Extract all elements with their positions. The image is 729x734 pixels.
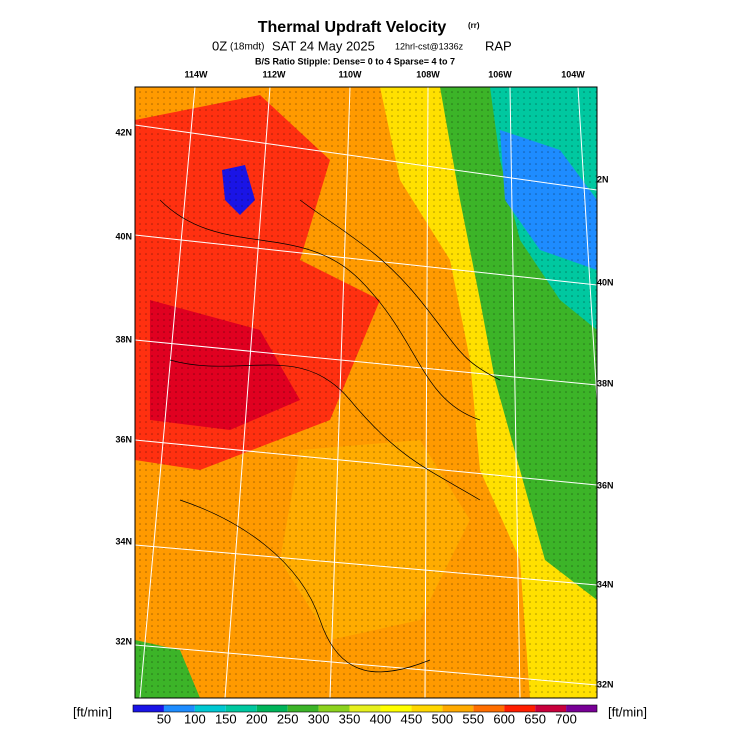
colorbar-tick-label: 600 <box>493 711 515 726</box>
colorbar-tick-label: 700 <box>555 711 577 726</box>
colorbar-swatch <box>473 705 505 712</box>
map-labels: 114W 112W 110W 108W 106W 104W 42N 40N 38N 36N 34N 3… <box>115 69 613 689</box>
graticule <box>135 87 597 698</box>
latitude-label-left: 36N <box>115 434 132 444</box>
colorbar-tick-label: 500 <box>431 711 453 726</box>
colorbar-tick-label: 100 <box>184 711 206 726</box>
title-unit: (rr) <box>468 21 480 30</box>
map-field <box>135 87 597 698</box>
colorbar-swatch <box>287 705 319 712</box>
longitude-label: 106W <box>488 69 512 79</box>
colorbar-swatch <box>318 705 350 712</box>
colorbar-swatch <box>535 705 567 712</box>
colorbar-tick-label: 300 <box>308 711 330 726</box>
latitude-label-right: 2N <box>597 174 609 184</box>
latitude-label-right: 38N <box>597 378 614 388</box>
colorbar-tick-label: 150 <box>215 711 237 726</box>
latitude-label-left: 34N <box>115 536 132 546</box>
local-time: (18mdt) <box>230 42 264 53</box>
latitude-label-right: 36N <box>597 480 614 490</box>
latitude-label-left: 40N <box>115 231 132 241</box>
latitude-label-left: 38N <box>115 334 132 344</box>
colorbar-swatch <box>566 705 597 712</box>
colorbar-swatch <box>133 705 164 712</box>
colorbar-swatch <box>504 705 536 712</box>
colorbar-tick-label: 50 <box>157 711 171 726</box>
longitude-label: 110W <box>338 69 362 79</box>
latitude-label-right: 34N <box>597 579 614 589</box>
latitude-label-right: 40N <box>597 277 614 287</box>
stipple-note: B/S Ratio Stipple: Dense= 0 to 4 Sparse=… <box>255 56 455 66</box>
colorbar-swatch <box>194 705 226 712</box>
latitude-label-right: 32N <box>597 679 614 689</box>
colorbar-frame <box>132 704 598 713</box>
longitude-label: 114W <box>184 69 208 79</box>
longitude-label: 104W <box>561 69 585 79</box>
forecast: 12hrl-cst@1336z <box>395 41 464 51</box>
colorbar-unit-left: [ft/min] <box>73 704 112 719</box>
colorbar-tick-label: 550 <box>462 711 484 726</box>
colorbar-swatch <box>225 705 257 712</box>
valid-time: 0Z <box>212 38 227 53</box>
colorbar-swatch <box>380 705 412 712</box>
map-frame <box>134 86 598 699</box>
colorbar-swatch <box>411 705 443 712</box>
stipple <box>135 87 597 698</box>
model: RAP <box>485 38 512 53</box>
longitude-label: 108W <box>416 69 440 79</box>
latitude-label-left: 42N <box>115 127 132 137</box>
longitude-label: 112W <box>262 69 286 79</box>
colorbar-swatch <box>349 705 381 712</box>
colorbar: 50 100 150 200 250 300 350 400 450 500 550 600 650 70… <box>73 704 647 726</box>
latitude-label-left: 32N <box>115 636 132 646</box>
colorbar-swatch <box>163 705 195 712</box>
colorbar-swatch <box>256 705 288 712</box>
colorbar-unit-right: [ft/min] <box>608 704 647 719</box>
colorbar-tick-label: 650 <box>524 711 546 726</box>
colorbar-tick-label: 200 <box>246 711 268 726</box>
contours <box>159 199 501 673</box>
colorbar-swatch <box>442 705 474 712</box>
colorbar-tick-label: 450 <box>401 711 423 726</box>
colorbar-tick-label: 250 <box>277 711 299 726</box>
colorbar-tick-label: 400 <box>370 711 392 726</box>
title: Thermal Updraft Velocity <box>258 19 447 36</box>
date: SAT 24 May 2025 <box>272 38 375 53</box>
colorbar-tick-label: 350 <box>339 711 361 726</box>
